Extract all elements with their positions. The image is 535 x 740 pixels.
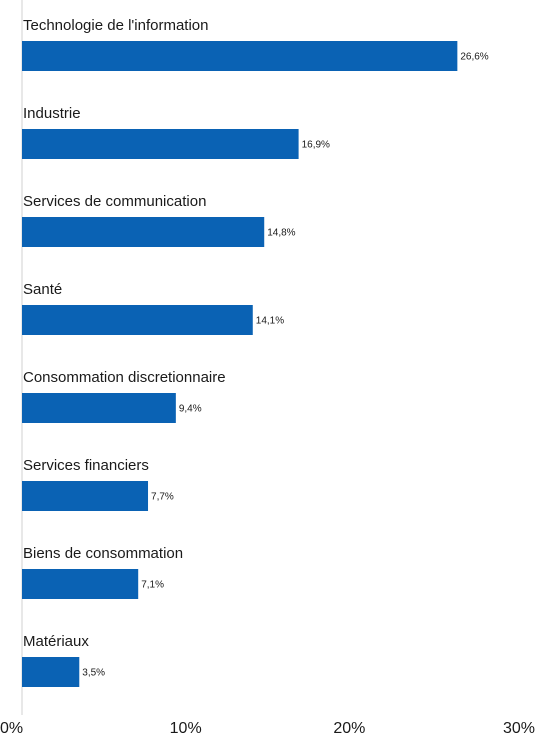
bar — [22, 393, 176, 423]
bar — [22, 217, 265, 247]
bar-group: Santé 14,1% — [22, 281, 284, 335]
bar-group: Services financiers 7,7% — [22, 457, 174, 511]
category-label: Consommation discretionnaire — [23, 369, 226, 386]
value-label: 14,1% — [256, 316, 284, 327]
category-label: Services financiers — [23, 457, 149, 474]
bar — [22, 657, 80, 687]
bars-layer: Technologie de l'information 26,6% Industr… — [22, 17, 489, 687]
x-tick-label: 30% — [503, 720, 535, 735]
bar-group: Industrie 16,9% — [22, 105, 330, 159]
value-label: 14,8% — [267, 228, 295, 239]
category-label: Biens de consommation — [23, 545, 183, 562]
category-label: Industrie — [23, 105, 81, 122]
bar-group: Consommation discretionnaire 9,4% — [22, 369, 226, 423]
category-label: Services de communication — [23, 193, 206, 210]
value-label: 7,7% — [151, 492, 174, 503]
value-label: 3,5% — [82, 668, 105, 679]
bar — [22, 129, 299, 159]
value-label: 9,4% — [179, 404, 202, 415]
bar — [22, 481, 149, 511]
bar-group: Biens de consommation 7,1% — [22, 545, 183, 599]
x-tick-labels: 0% 10% 20% 30% — [0, 720, 535, 737]
x-tick-label: 10% — [170, 720, 202, 735]
category-label: Santé — [23, 281, 62, 298]
category-label: Technologie de l'information — [23, 17, 208, 34]
bar — [22, 305, 253, 335]
value-label: 7,1% — [141, 580, 164, 591]
bar-group: Services de communication 14,8% — [22, 193, 296, 247]
category-label: Matériaux — [23, 633, 89, 650]
bar — [22, 569, 139, 599]
value-label: 26,6% — [460, 52, 488, 63]
x-tick-label: 20% — [333, 720, 365, 735]
bar — [22, 41, 458, 71]
value-label: 16,9% — [302, 140, 330, 151]
bar-group: Technologie de l'information 26,6% — [22, 17, 489, 71]
x-tick-label: 0% — [0, 720, 23, 735]
bar-group: Matériaux 3,5% — [22, 633, 105, 687]
